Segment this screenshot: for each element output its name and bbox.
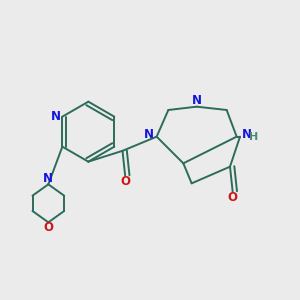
Text: O: O	[43, 221, 53, 234]
Text: H: H	[249, 132, 259, 142]
Text: N: N	[43, 172, 53, 185]
Text: N: N	[51, 110, 62, 123]
Text: N: N	[242, 128, 252, 142]
Text: O: O	[228, 191, 238, 204]
Text: N: N	[144, 128, 154, 142]
Text: N: N	[192, 94, 202, 106]
Text: O: O	[120, 175, 130, 188]
